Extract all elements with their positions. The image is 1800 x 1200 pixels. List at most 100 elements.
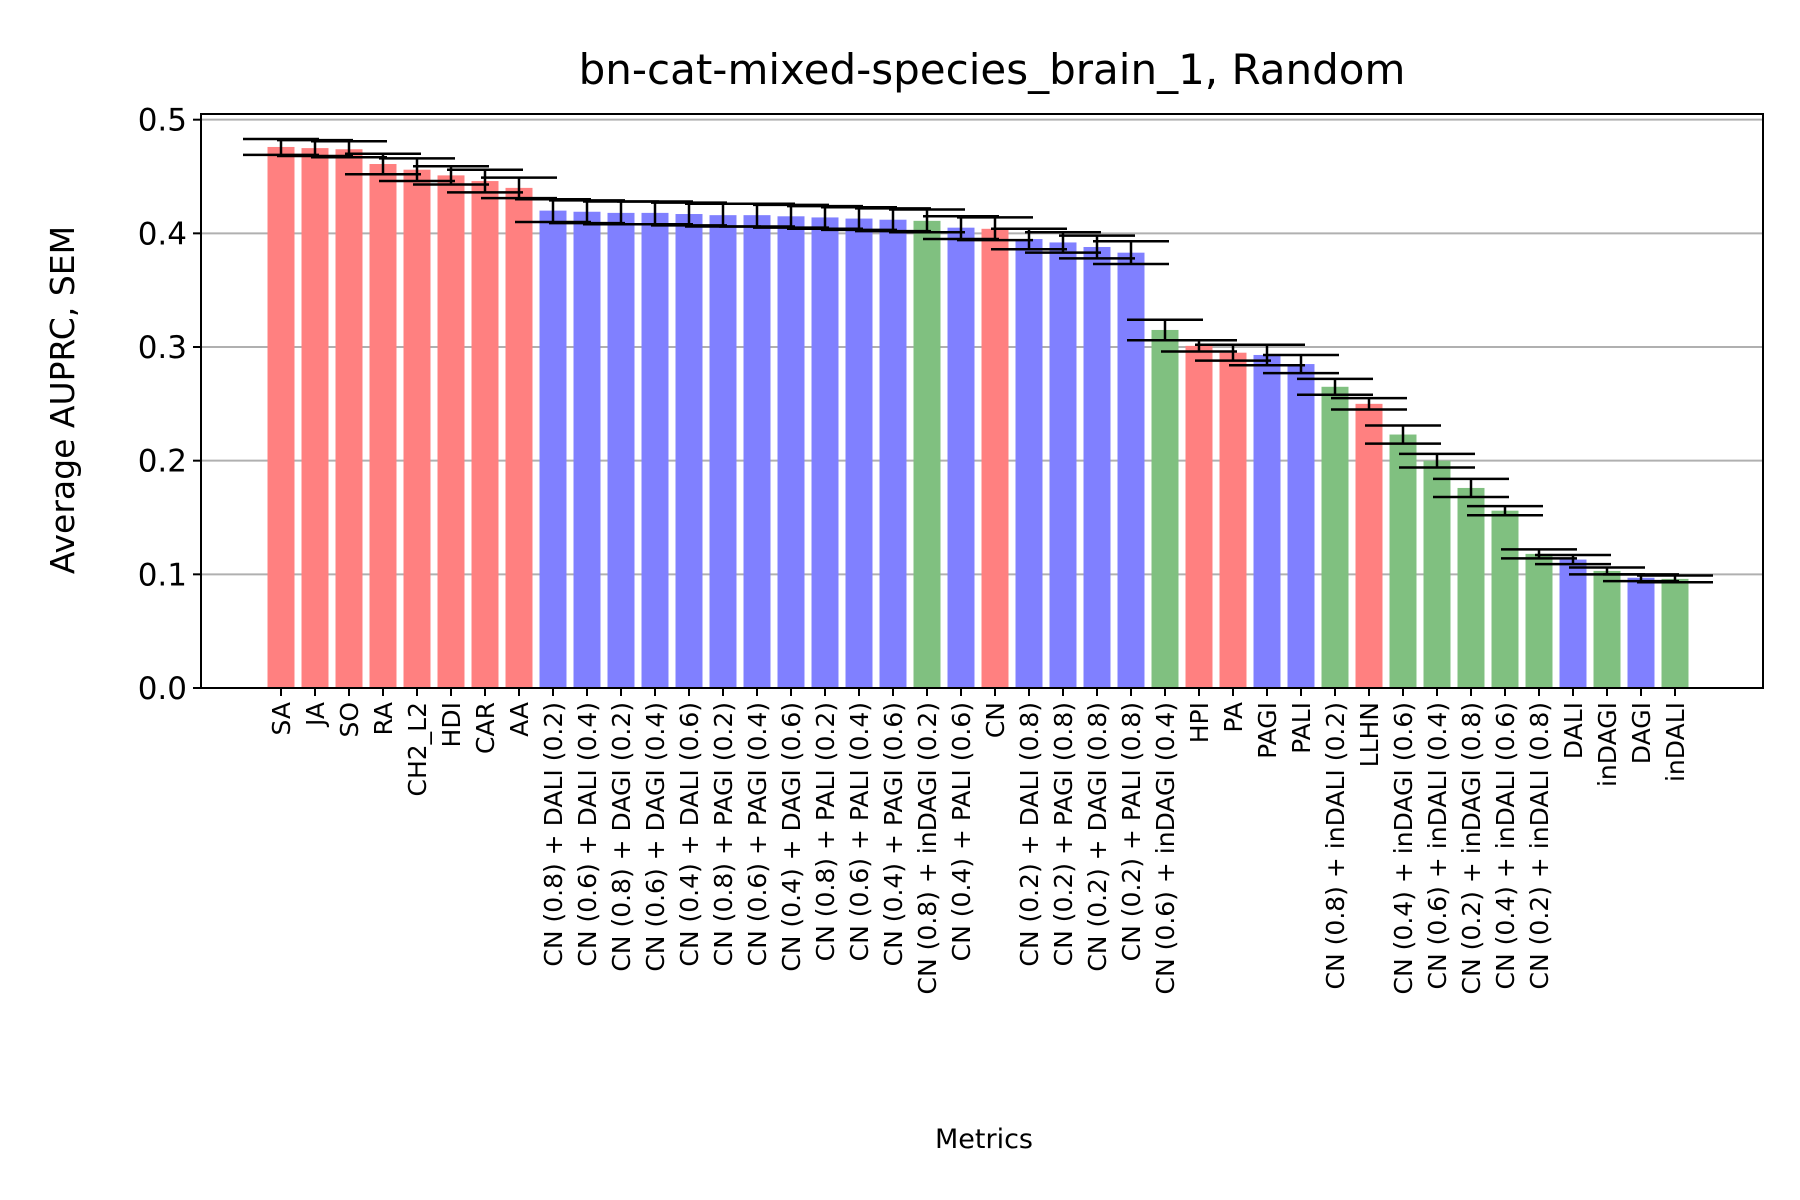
x-tick-label: CN (0.2) + PAGI (0.8): [1049, 702, 1078, 966]
bar: [675, 214, 703, 689]
x-tick-label: HPI: [1185, 702, 1214, 743]
bar: [879, 219, 907, 689]
bar: [1185, 345, 1213, 688]
bar: [1661, 578, 1689, 688]
bar: [845, 218, 873, 688]
x-tick-label: CN (0.6) + PAGI (0.4): [743, 702, 772, 966]
bar: [1151, 329, 1179, 688]
x-tick-label: RA: [369, 702, 398, 735]
bar: [1559, 559, 1587, 688]
x-tick-label: CN (0.8) + inDALI (0.2): [1321, 702, 1350, 989]
bar: [267, 146, 295, 688]
x-tick-label: PA: [1219, 702, 1248, 733]
x-tick-label: CN (0.6) + PALI (0.4): [845, 702, 874, 961]
bar: [539, 210, 567, 688]
bar: [369, 164, 397, 688]
bar: [437, 175, 465, 688]
error-bar: [1093, 240, 1169, 266]
error-bar: [1331, 396, 1407, 411]
error-bar: [379, 157, 455, 183]
error-bar: [1467, 504, 1543, 517]
bar: [1423, 460, 1451, 688]
x-tick-label: CN (0.2) + DALI (0.8): [1015, 702, 1044, 967]
error-bar: [447, 168, 523, 194]
bar: [1287, 364, 1315, 688]
x-tick-label: CN (0.4) + PAGI (0.6): [879, 702, 908, 966]
error-bar: [1433, 477, 1509, 499]
bar: [1049, 242, 1077, 688]
bar: [1457, 487, 1485, 688]
bar: [1525, 553, 1553, 688]
bar: [947, 227, 975, 688]
bar: [811, 217, 839, 689]
bar: [777, 216, 805, 688]
error-bar: [1535, 553, 1611, 566]
plot-area-frame: [200, 113, 1764, 689]
x-tick-label: CN (0.4) + inDALI (0.6): [1491, 702, 1520, 989]
bar: [641, 212, 669, 688]
x-tick-label: HDI: [437, 702, 466, 747]
bar: [1253, 354, 1281, 688]
bar: [403, 169, 431, 688]
error-bar: [1399, 452, 1475, 469]
x-tick-label: CN (0.8) + inDAGI (0.2): [913, 702, 942, 994]
chart-title: bn-cat-mixed-species_brain_1, Random: [579, 45, 1406, 94]
bar: [1117, 252, 1145, 688]
bar: [1321, 386, 1349, 688]
x-tick-label: LLHN: [1355, 702, 1384, 767]
bar: [913, 220, 941, 688]
x-tick-label: CN (0.4) + PALI (0.6): [947, 702, 976, 961]
bar: [1491, 510, 1519, 688]
x-tick-label: CN (0.6) + inDALI (0.4): [1423, 702, 1452, 989]
y-tick-label: 0.3: [138, 330, 187, 366]
x-tick-label: DAGI: [1627, 702, 1656, 764]
y-tick-label: 0.2: [138, 444, 187, 480]
x-tick-label: SO: [335, 702, 364, 738]
x-tick-label: CN (0.4) + DAGI (0.6): [777, 702, 806, 972]
y-tick-label: 0.4: [138, 216, 187, 252]
x-tick-label: CN (0.2) + inDALI (0.8): [1525, 702, 1554, 989]
x-tick-label: CN (0.6) + DAGI (0.4): [641, 702, 670, 972]
x-tick-label: PALI: [1287, 702, 1316, 754]
y-axis-ticks: 0.0 0.1 0.2 0.3 0.4 0.5: [138, 103, 201, 707]
x-tick-label: CN (0.8) + DAGI (0.2): [607, 702, 636, 972]
error-bar: [889, 208, 965, 234]
error-bar: [1263, 353, 1339, 375]
bars: [267, 146, 1689, 689]
bar: [471, 181, 499, 688]
x-tick-label: CN (0.2) + PALI (0.8): [1117, 702, 1146, 961]
error-bars: [243, 137, 1713, 584]
bar: [981, 228, 1009, 689]
y-axis-label: Average AUPRC, SEM: [43, 226, 82, 574]
x-tick-label: CN (0.8) + DALI (0.2): [539, 702, 568, 967]
x-tick-label: CN: [981, 702, 1010, 738]
x-tick-label: CN (0.6) + DALI (0.4): [573, 702, 602, 967]
x-tick-label: inDAGI: [1593, 702, 1622, 787]
error-bar: [1637, 574, 1713, 584]
y-tick-label: 0.0: [138, 671, 187, 707]
x-tick-label: CN (0.2) + inDAGI (0.8): [1457, 702, 1486, 994]
y-tick-label: 0.1: [138, 557, 187, 593]
bar: [1219, 352, 1247, 688]
x-tick-label: PAGI: [1253, 702, 1282, 759]
bar: [607, 212, 635, 688]
error-bar: [1297, 377, 1373, 396]
bar: [709, 215, 737, 688]
x-tick-label: DALI: [1559, 702, 1588, 759]
bar: [1355, 403, 1383, 688]
error-bar: [1365, 424, 1441, 445]
y-tick-label: 0.5: [138, 103, 187, 139]
x-axis-label: Metrics: [935, 1124, 1033, 1155]
bar: [1593, 570, 1621, 688]
bar: [573, 211, 601, 688]
x-tick-label: SA: [267, 702, 296, 735]
bar: [1083, 246, 1111, 688]
x-tick-label: CN (0.4) + inDAGI (0.6): [1389, 702, 1418, 994]
bar: [743, 215, 771, 688]
x-tick-label: inDALI: [1661, 702, 1690, 782]
x-axis-ticks: SA JA SO RA CH2_L2 HDI CAR AA CN (0.8) + DALI (0…: [267, 688, 1690, 994]
bar: [301, 148, 329, 689]
x-tick-label: AA: [505, 702, 534, 737]
